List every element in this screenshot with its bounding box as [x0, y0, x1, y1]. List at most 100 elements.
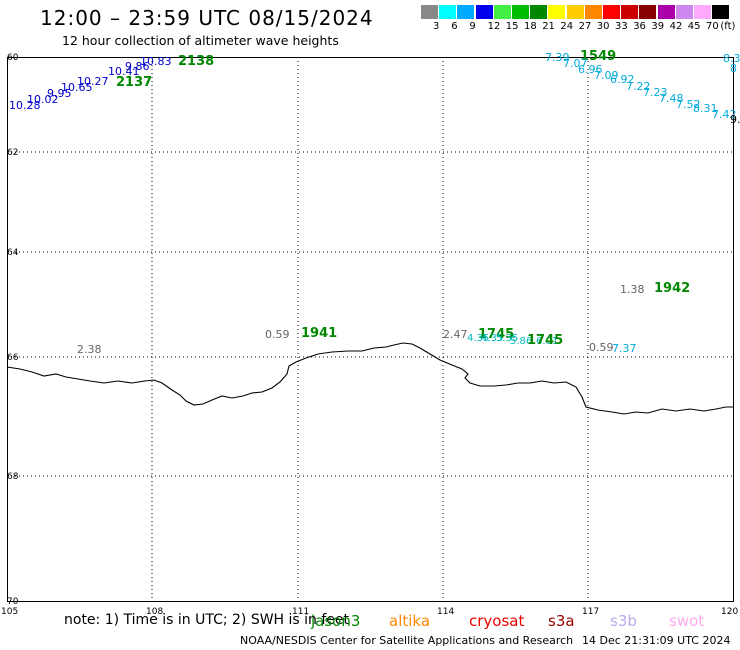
legend-level-label: 45 — [687, 21, 701, 32]
track-label: 5.86 — [510, 336, 533, 347]
legend-swatch — [421, 5, 438, 19]
satellite-s3b: s3b — [610, 612, 637, 630]
footer-note: note: 1) Time is in UTC; 2) SWH is in fe… — [64, 612, 350, 628]
map-subtitle: 12 hour collection of altimeter wave hei… — [62, 33, 339, 48]
legend-swatch — [439, 5, 457, 19]
track-label: 6.96 — [578, 63, 603, 76]
legend-swatch — [512, 5, 529, 19]
track-label: 7.42 — [712, 108, 737, 121]
legend-swatch — [530, 5, 548, 19]
track-label: 7.09 — [594, 69, 619, 82]
track-label: 1745 — [527, 333, 564, 348]
satellite-swot: swot — [669, 612, 705, 630]
legend-swatch — [657, 5, 675, 19]
track-label: 8 — [730, 62, 737, 75]
satellite-jason3: jason3 — [311, 612, 361, 630]
satellite-altika: altika — [389, 612, 431, 630]
legend-level-label: 18 — [524, 21, 537, 32]
legend-level-label: 21 — [542, 21, 555, 32]
legend-swatch — [584, 5, 602, 19]
track-label: 7.23 — [643, 86, 668, 99]
lon-tick-label: 114 — [437, 607, 454, 617]
legend-level-label: 30 — [596, 21, 610, 32]
track-label: 2.47 — [443, 328, 468, 341]
legend-level-label: 33 — [615, 21, 628, 32]
legend-swatch — [548, 5, 566, 19]
lat-tick-label: 60 — [7, 53, 19, 63]
track-label: 1745 — [478, 327, 515, 342]
track-label: 7.07 — [563, 57, 588, 70]
track-label: 7.48 — [659, 92, 684, 105]
legend-swatch — [712, 5, 730, 19]
lon-tick-label: 105 — [1, 607, 18, 617]
legend-level-label: 9 — [469, 21, 476, 32]
legend-level-label: 12 — [487, 21, 501, 32]
track-label: 9.86 — [125, 60, 150, 73]
track-label: 10.65 — [61, 81, 93, 94]
legend-swatch — [493, 5, 511, 19]
track-label: 9.95 — [47, 87, 72, 100]
legend-level-label: 39 — [651, 21, 665, 32]
legend-swatch — [566, 5, 584, 19]
legend-swatch — [603, 5, 620, 19]
lat-tick-label: 70 — [7, 597, 19, 607]
legend-level-label: 3 — [433, 21, 440, 32]
satellite-s3a: s3a — [548, 612, 575, 630]
lat-tick-label: 64 — [7, 248, 19, 258]
track-label: 7.37 — [612, 342, 637, 355]
track-label: 10.27 — [77, 75, 109, 88]
track-label: 10.28 — [9, 99, 41, 112]
lon-tick-label: 120 — [721, 607, 738, 617]
lon-tick-label: 108 — [146, 607, 163, 617]
track-label: 1549 — [580, 49, 617, 64]
legend-swatch — [457, 5, 475, 19]
legend-level-label: 70 — [706, 21, 719, 32]
track-label: 1941 — [301, 326, 338, 341]
track-label: 2.38 — [77, 343, 102, 356]
track-label: 10.02 — [27, 93, 59, 106]
track-label: 7.22 — [626, 80, 651, 93]
track-label: 6.01 — [536, 336, 559, 347]
legend-swatch — [621, 5, 639, 19]
track-label: 2138 — [178, 54, 215, 69]
coastline — [6, 342, 733, 415]
track-label: 5.35 — [496, 333, 519, 344]
track-label: 1942 — [654, 281, 691, 296]
graticule — [7, 57, 733, 601]
track-label: 0.59 — [589, 341, 614, 354]
lon-tick-label: 117 — [582, 607, 599, 617]
legend-level-label: 24 — [560, 21, 574, 32]
track-label: 7.39 — [545, 51, 570, 64]
legend-swatch — [694, 5, 711, 19]
track-label: 4.35 — [467, 333, 490, 344]
track-label: 4.35 — [481, 333, 504, 344]
map-title: 12:00 – 23:59 UTC 08/15/2024 — [40, 6, 374, 30]
legend-unit: (ft) — [720, 21, 736, 32]
track-label: 10.41 — [108, 65, 140, 78]
lat-tick-label: 66 — [7, 353, 19, 363]
lat-tick-label: 68 — [7, 472, 19, 482]
generated-timestamp: 14 Dec 21:31:09 UTC 2024 — [582, 634, 731, 647]
legend-swatch — [639, 5, 657, 19]
track-label: 7.52 — [676, 98, 701, 111]
map-frame — [7, 57, 734, 602]
legend-level-label: 42 — [669, 21, 683, 32]
legend-level-label: 27 — [578, 21, 592, 32]
track-label: 6.92 — [610, 73, 635, 86]
legend-level-label: 6 — [451, 21, 458, 32]
track-label: 8.31 — [693, 102, 718, 115]
legend-swatch — [675, 5, 693, 19]
track-label: 2137 — [116, 75, 153, 90]
legend-swatch — [475, 5, 493, 19]
track-label: 9. — [730, 113, 740, 126]
track-label: 8.3 — [723, 52, 740, 65]
legend-level-label: 15 — [505, 21, 519, 32]
track-label: 1.38 — [620, 283, 645, 296]
track-label: 0.59 — [265, 328, 290, 341]
satellite-cryosat: cryosat — [469, 612, 525, 630]
lon-tick-label: 111 — [292, 607, 309, 617]
legend-level-label: 36 — [633, 21, 646, 32]
lat-tick-label: 62 — [7, 148, 18, 158]
track-label: 10.83 — [140, 55, 172, 68]
